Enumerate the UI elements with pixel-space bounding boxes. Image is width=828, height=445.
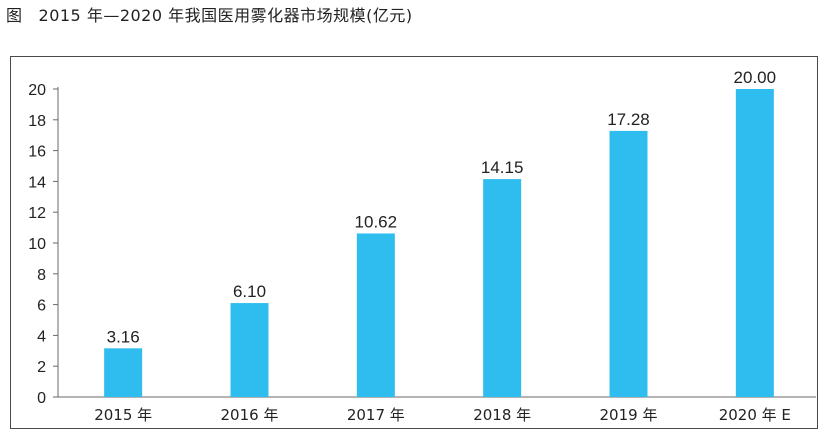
bar [356,233,395,397]
x-axis-labels: 2015 年 2016 年 2017 年 2018 年 2019 年 2020 年 E [94,406,791,424]
y-tick-label: 8 [37,267,46,284]
bar-value-label: 6.10 [233,282,266,301]
y-tick-label: 20 [28,82,46,99]
value-labels: 3.16 6.10 10.62 14.15 17.28 20.00 [107,68,776,346]
figure-label: 图 [6,6,23,25]
chart-frame: 0 2 4 6 8 10 12 14 16 18 20 3.16 6.10 10.62 14.15 17.2… [10,56,818,429]
y-tick-label: 16 [28,144,46,161]
y-tick-label: 6 [37,298,46,315]
x-category-label: 2019 年 [600,406,658,424]
bar-value-label: 20.00 [734,68,777,87]
y-tick-label: 4 [37,328,46,345]
x-category-label: 2016 年 [221,406,279,424]
y-tick-label: 14 [28,174,46,191]
figure-title-text: 2015 年—2020 年我国医用雾化器市场规模(亿元) [38,6,413,25]
y-axis-ticks: 0 2 4 6 8 10 12 14 16 18 20 [28,82,58,407]
bar [104,348,143,397]
bar-value-label: 10.62 [355,212,398,231]
y-tick-label: 0 [37,390,46,407]
figure-title: 图 2015 年—2020 年我国医用雾化器市场规模(亿元) [6,4,413,28]
x-category-label: 2017 年 [347,406,405,424]
bar [609,130,648,397]
y-tick-label: 18 [28,113,46,130]
y-tick-label: 2 [37,359,46,376]
x-category-label: 2018 年 [473,406,531,424]
y-tick-label: 12 [28,205,46,222]
y-tick-label: 10 [28,236,46,253]
x-category-label: 2020 年 E [719,406,791,424]
bar [230,303,269,397]
bar [735,89,774,397]
bar-chart: 0 2 4 6 8 10 12 14 16 18 20 3.16 6.10 10.62 14.15 17.2… [28,68,816,424]
x-category-label: 2015 年 [94,406,152,424]
bars [104,89,774,397]
bar-value-label: 17.28 [607,110,650,129]
bar [483,179,522,397]
bar-value-label: 3.16 [107,327,140,346]
bar-value-label: 14.15 [481,158,524,177]
